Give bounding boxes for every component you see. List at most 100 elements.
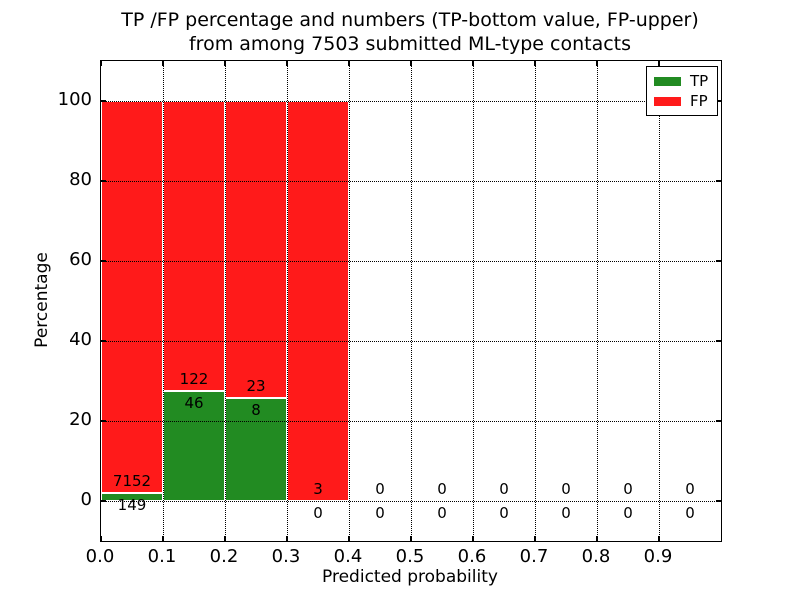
tp-count-label: 0 bbox=[375, 504, 385, 522]
x-tick-label: 0.3 bbox=[271, 546, 301, 567]
x-tick-mark bbox=[658, 61, 660, 66]
x-tick-mark bbox=[162, 61, 164, 66]
y-tick-mark bbox=[101, 340, 106, 342]
x-tick-label: 0.9 bbox=[643, 546, 673, 567]
x-tick-mark bbox=[534, 536, 536, 541]
x-tick-mark bbox=[224, 536, 226, 541]
x-tick-label: 0.4 bbox=[333, 546, 363, 567]
y-gridline bbox=[101, 100, 721, 102]
x-gridline bbox=[286, 61, 288, 541]
tp-count-label: 0 bbox=[437, 504, 447, 522]
fp-count-label: 0 bbox=[437, 480, 447, 498]
legend-label-tp: TP bbox=[690, 72, 709, 90]
x-tick-label: 0.8 bbox=[581, 546, 611, 567]
x-axis-label: Predicted probability bbox=[322, 567, 498, 587]
legend: TP FP bbox=[646, 66, 718, 116]
plot-area: TP FP 7152 149 122 46 23 8 3 0 0 0 0 0 0 0 0 0 0 0 0 0 bbox=[100, 60, 722, 542]
x-tick-mark bbox=[472, 61, 474, 66]
x-gridline bbox=[348, 61, 350, 541]
x-tick-label: 0.0 bbox=[85, 546, 115, 567]
fp-bar-segment bbox=[225, 101, 287, 398]
x-tick-label: 0.1 bbox=[147, 546, 177, 567]
fp-count-label: 0 bbox=[685, 480, 695, 498]
tp-legend-swatch-icon bbox=[654, 76, 681, 86]
x-tick-mark bbox=[348, 536, 350, 541]
y-tick-label: 40 bbox=[69, 329, 92, 350]
fp-count-label: 0 bbox=[623, 480, 633, 498]
fp-count-label: 0 bbox=[375, 480, 385, 498]
fp-legend-swatch-icon bbox=[654, 96, 681, 106]
x-tick-mark bbox=[286, 536, 288, 541]
fp-count-label: 0 bbox=[561, 480, 571, 498]
fp-bar-segment bbox=[101, 101, 163, 493]
y-tick-mark bbox=[716, 420, 721, 422]
y-tick-mark bbox=[101, 100, 106, 102]
y-tick-mark bbox=[101, 500, 106, 502]
fp-count-label: 0 bbox=[499, 480, 509, 498]
tp-count-label: 46 bbox=[184, 394, 204, 413]
y-tick-label: 100 bbox=[57, 89, 92, 110]
x-gridline bbox=[658, 61, 660, 541]
fp-count-label: 7152 bbox=[112, 471, 152, 490]
x-tick-mark bbox=[348, 61, 350, 66]
y-gridline bbox=[101, 500, 721, 502]
tp-count-label: 0 bbox=[623, 504, 633, 522]
chart-title-line1: TP /FP percentage and numbers (TP-bottom… bbox=[121, 9, 699, 31]
x-gridline bbox=[596, 61, 598, 541]
y-tick-label: 20 bbox=[69, 409, 92, 430]
fp-count-label: 122 bbox=[179, 370, 209, 389]
y-gridline bbox=[101, 260, 721, 262]
x-tick-label: 0.5 bbox=[395, 546, 425, 567]
y-tick-label: 80 bbox=[69, 169, 92, 190]
fp-count-label: 23 bbox=[246, 376, 266, 395]
x-tick-mark bbox=[100, 536, 102, 541]
y-tick-mark bbox=[716, 100, 721, 102]
x-tick-mark bbox=[596, 536, 598, 541]
y-tick-mark bbox=[716, 180, 721, 182]
y-tick-mark bbox=[101, 420, 106, 422]
fp-count-label: 3 bbox=[313, 480, 323, 498]
legend-entry-tp: TP bbox=[654, 73, 711, 89]
x-tick-mark bbox=[596, 61, 598, 66]
x-gridline bbox=[162, 61, 164, 541]
x-tick-label: 0.7 bbox=[519, 546, 549, 567]
tp-count-label: 8 bbox=[251, 400, 261, 419]
tp-count-label: 0 bbox=[313, 504, 323, 522]
tp-count-label: 149 bbox=[117, 495, 147, 514]
x-gridline bbox=[410, 61, 412, 541]
legend-label-fp: FP bbox=[690, 92, 708, 110]
x-gridline bbox=[224, 61, 226, 541]
y-gridline bbox=[101, 340, 721, 342]
legend-entry-fp: FP bbox=[654, 93, 711, 109]
y-gridline bbox=[101, 180, 721, 182]
chart-title: TP /FP percentage and numbers (TP-bottom… bbox=[100, 8, 720, 56]
tp-count-label: 0 bbox=[561, 504, 571, 522]
x-tick-label: 0.6 bbox=[457, 546, 487, 567]
x-tick-label: 0.2 bbox=[209, 546, 239, 567]
y-tick-mark bbox=[716, 340, 721, 342]
fp-bar-segment bbox=[163, 101, 225, 392]
x-tick-mark bbox=[472, 536, 474, 541]
tp-count-label: 0 bbox=[685, 504, 695, 522]
y-tick-label: 60 bbox=[69, 249, 92, 270]
y-tick-label: 0 bbox=[80, 489, 92, 510]
x-tick-mark bbox=[410, 536, 412, 541]
y-tick-mark bbox=[716, 260, 721, 262]
x-gridline bbox=[472, 61, 474, 541]
x-tick-mark bbox=[286, 61, 288, 66]
chart-title-line2: from among 7503 submitted ML-type contac… bbox=[188, 33, 632, 55]
fp-bar-segment bbox=[287, 101, 349, 501]
x-tick-mark bbox=[100, 61, 102, 66]
x-gridline bbox=[534, 61, 536, 541]
x-tick-mark bbox=[162, 536, 164, 541]
y-gridline bbox=[101, 420, 721, 422]
x-tick-mark bbox=[224, 61, 226, 66]
x-tick-mark bbox=[658, 536, 660, 541]
y-tick-mark bbox=[101, 180, 106, 182]
y-tick-mark bbox=[101, 260, 106, 262]
x-tick-mark bbox=[534, 61, 536, 66]
tp-count-label: 0 bbox=[499, 504, 509, 522]
tp-bar-segment bbox=[225, 397, 287, 501]
y-tick-mark bbox=[716, 500, 721, 502]
